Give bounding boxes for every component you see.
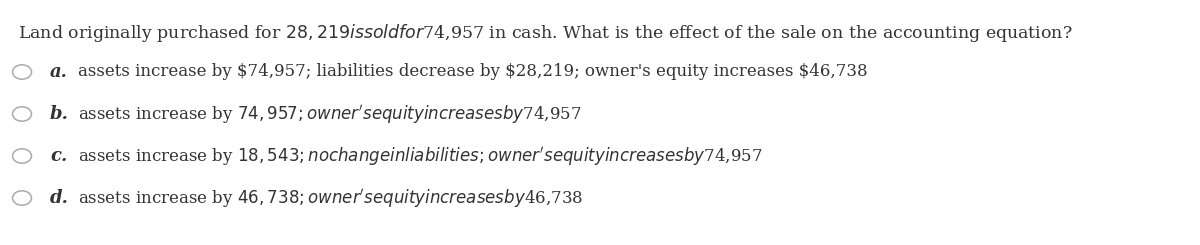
- Text: Land originally purchased for $28,219 is sold for $74,957 in cash. What is the e: Land originally purchased for $28,219 is…: [18, 22, 1073, 44]
- Text: assets increase by $74,957; owner's equity increases by $74,957: assets increase by $74,957; owner's equi…: [78, 102, 582, 125]
- Text: assets increase by $18,543; no change in liabilities; owner's equity increases b: assets increase by $18,543; no change in…: [78, 145, 762, 168]
- Text: a.: a.: [50, 63, 68, 81]
- Text: assets increase by $74,957; liabilities decrease by $28,219; owner's equity incr: assets increase by $74,957; liabilities …: [78, 63, 868, 81]
- Text: assets increase by $46,738; owner's equity increases by $46,738: assets increase by $46,738; owner's equi…: [78, 186, 583, 209]
- Text: d.: d.: [50, 189, 68, 207]
- Text: c.: c.: [50, 147, 67, 165]
- Text: b.: b.: [50, 105, 68, 123]
